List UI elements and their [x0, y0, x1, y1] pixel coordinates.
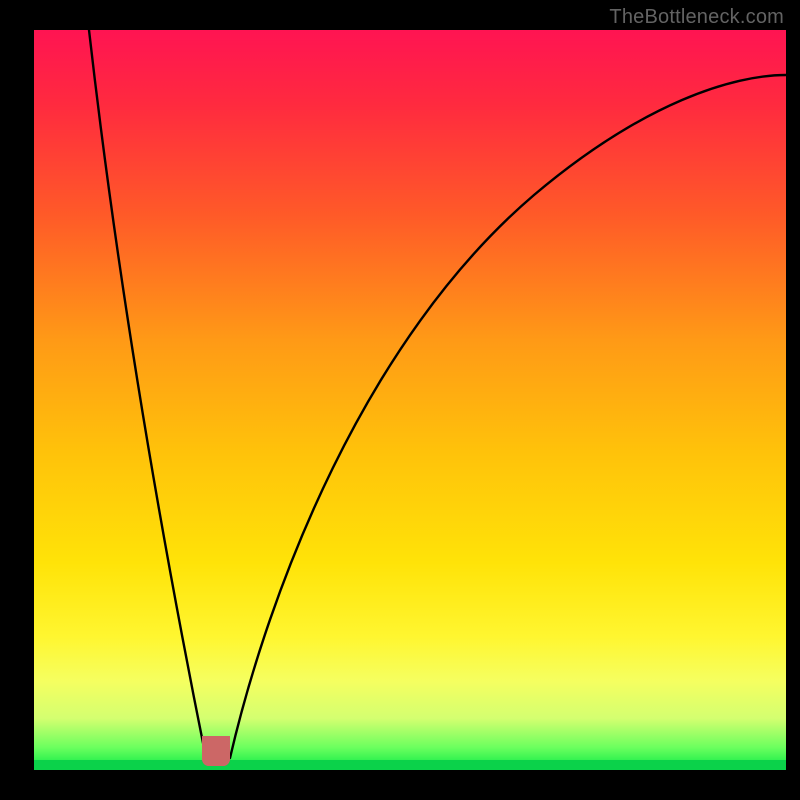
curves: [34, 30, 786, 770]
dip-mark: [202, 736, 230, 766]
left-branch: [89, 30, 206, 758]
plot-area: [34, 30, 786, 770]
source-label: TheBottleneck.com: [609, 6, 784, 29]
canvas: TheBottleneck.com: [0, 0, 800, 800]
right-branch: [230, 75, 786, 758]
